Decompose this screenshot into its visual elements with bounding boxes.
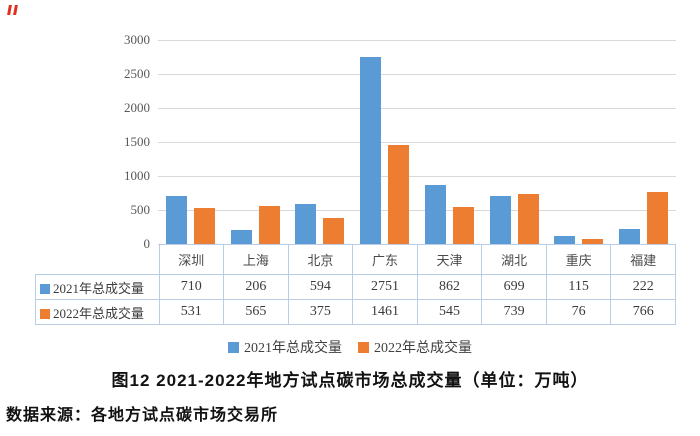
series-swatch-icon — [40, 283, 50, 294]
series-label-cell: 2022年总成交量 — [35, 299, 160, 325]
bar-series1-cat1 — [165, 196, 187, 244]
bar-series2-cat5 — [452, 207, 474, 244]
value-cell: 222 — [610, 274, 676, 300]
y-tick-label: 1500 — [124, 134, 150, 149]
series-swatch-icon — [40, 308, 50, 319]
gridline — [158, 210, 676, 211]
legend-label: 2021年总成交量 — [244, 341, 342, 356]
value-cell: 699 — [481, 274, 547, 300]
table-row: 2021年总成交量 710 206 594 2751 862 699 115 222 — [35, 274, 676, 300]
y-tick-label: 2000 — [124, 100, 150, 115]
gridline — [158, 142, 676, 143]
bar-series1-cat8 — [619, 229, 641, 244]
source-note: 数据来源：各地方试点碳市场交易所 — [6, 407, 279, 424]
bar-series1-cat4 — [360, 57, 382, 244]
value-cell: 375 — [287, 299, 354, 325]
category-header-cell: 天津 — [416, 244, 483, 275]
bar-series1-cat2 — [230, 230, 252, 244]
category-header-cell: 深圳 — [158, 244, 225, 275]
plot-area — [158, 40, 676, 245]
value-cell: 739 — [481, 299, 547, 325]
value-cell: 2751 — [352, 274, 418, 300]
table-header-row: 深圳 上海 北京 广东 天津 湖北 重庆 福建 — [36, 244, 676, 275]
bar-series1-cat7 — [554, 236, 576, 244]
category-header-cell: 福建 — [610, 244, 676, 275]
value-cell: 1461 — [352, 299, 418, 325]
category-header-cell: 北京 — [287, 244, 354, 275]
value-cell: 545 — [416, 299, 483, 325]
legend: 2021年总成交量 2022年总成交量 — [0, 337, 700, 357]
gridline — [158, 108, 676, 109]
category-header-cell: 广东 — [352, 244, 418, 275]
table-corner-spacer — [36, 245, 160, 275]
category-header-cell: 上海 — [223, 244, 289, 275]
gridline — [158, 176, 676, 177]
value-cell: 710 — [158, 274, 225, 300]
value-cell: 531 — [158, 299, 225, 325]
value-cell: 76 — [545, 299, 612, 325]
y-tick-label: 3000 — [124, 32, 150, 47]
gridline — [158, 74, 676, 75]
table-row: 2022年总成交量 531 565 375 1461 545 739 76 766 — [35, 299, 676, 325]
category-header-cell: 重庆 — [545, 244, 612, 275]
y-tick-label: 0 — [143, 236, 151, 251]
y-tick-label: 500 — [130, 202, 151, 217]
value-cell: 206 — [223, 274, 289, 300]
bar-series2-cat7 — [582, 239, 604, 244]
value-cell: 565 — [223, 299, 289, 325]
y-tick-label: 1000 — [124, 168, 150, 183]
bar-series1-cat5 — [424, 185, 446, 244]
chart-title: 图12 2021-2022年地方试点碳市场总成交量（单位：万吨） — [111, 371, 589, 390]
category-header-cell: 湖北 — [481, 244, 547, 275]
legend-item: 2022年总成交量 — [358, 337, 472, 357]
bar-series2-cat4 — [388, 145, 410, 244]
bar-series2-cat8 — [647, 192, 669, 244]
value-cell: 766 — [610, 299, 676, 325]
series-label-cell: 2021年总成交量 — [35, 274, 160, 300]
value-cell: 594 — [287, 274, 354, 300]
bar-series1-cat3 — [295, 204, 317, 244]
gridline — [158, 40, 676, 41]
legend-swatch-icon — [228, 341, 239, 353]
bar-series2-cat3 — [323, 218, 345, 244]
y-tick-label: 2500 — [124, 66, 150, 81]
value-cell: 115 — [545, 274, 612, 300]
data-table-wrap: 深圳 上海 北京 广东 天津 湖北 重庆 福建 2021年总成交量 710 206 594 2751 86… — [35, 244, 676, 325]
bar-series2-cat6 — [517, 194, 539, 244]
legend-item: 2021年总成交量 — [228, 337, 342, 357]
bar-series2-cat1 — [193, 208, 215, 244]
y-axis: 3000 2500 2000 1500 1000 500 0 — [88, 32, 151, 251]
red-corner-mark — [7, 4, 21, 16]
value-cell: 862 — [416, 274, 483, 300]
data-table: 深圳 上海 北京 广东 天津 湖北 重庆 福建 2021年总成交量 710 206 594 2751 86… — [35, 244, 676, 325]
bar-series2-cat2 — [258, 206, 280, 244]
legend-swatch-icon — [358, 341, 369, 353]
bar-series1-cat6 — [489, 196, 511, 244]
legend-label: 2022年总成交量 — [374, 341, 472, 356]
